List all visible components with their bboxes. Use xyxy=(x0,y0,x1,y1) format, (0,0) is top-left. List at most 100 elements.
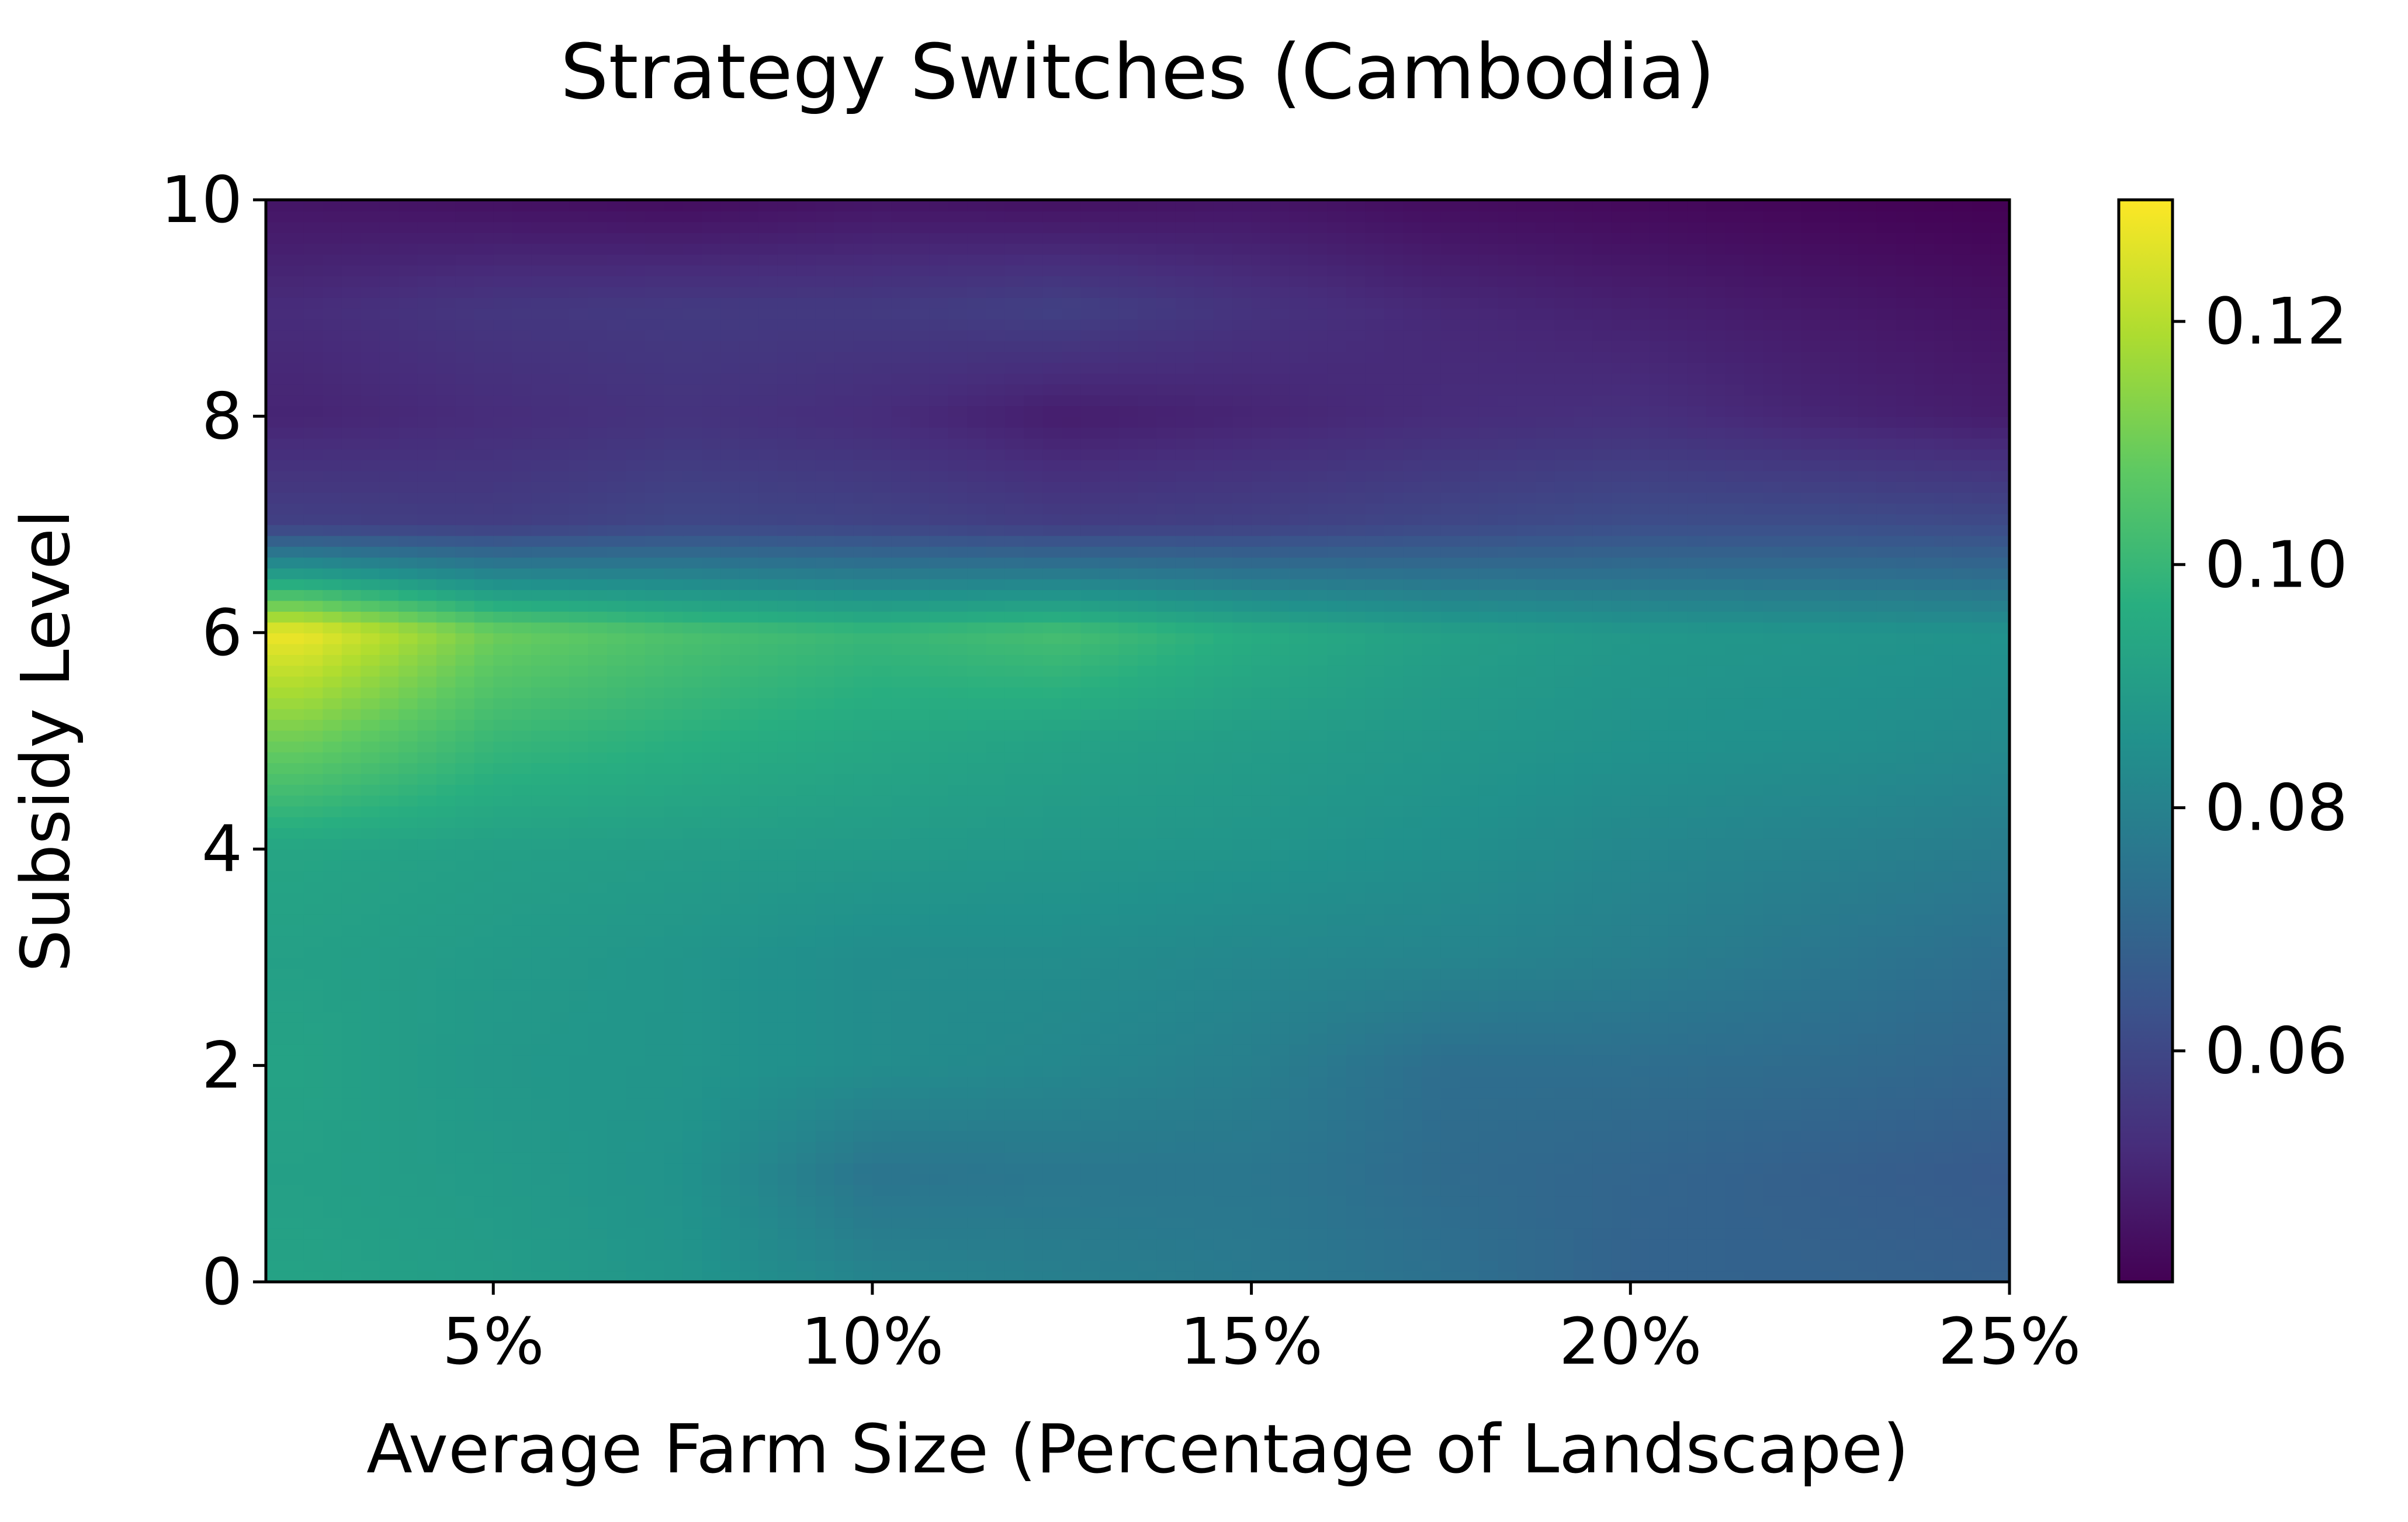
heatmap-cell xyxy=(550,697,570,709)
heatmap-cell xyxy=(986,1022,1006,1034)
heatmap-cell xyxy=(1100,1098,1120,1110)
heatmap-cell xyxy=(815,827,836,839)
heatmap-cell xyxy=(986,762,1006,774)
heatmap-cell xyxy=(1896,1249,1916,1261)
heatmap-cell xyxy=(417,1271,438,1282)
heatmap-cell xyxy=(1611,1055,1631,1066)
heatmap-cell xyxy=(1839,795,1859,807)
heatmap-cell xyxy=(910,1055,930,1066)
heatmap-cell xyxy=(1839,892,1859,904)
heatmap-cell xyxy=(1024,859,1044,872)
heatmap-cell xyxy=(1744,806,1764,817)
heatmap-cell xyxy=(455,762,475,774)
heatmap-cell xyxy=(550,687,570,699)
heatmap-cell xyxy=(664,871,684,882)
heatmap-cell xyxy=(417,1130,438,1142)
heatmap-cell xyxy=(1024,1195,1044,1207)
heatmap-cell xyxy=(607,719,627,731)
heatmap-cell xyxy=(1668,989,1688,1001)
heatmap-cell xyxy=(1346,1119,1366,1131)
heatmap-cell xyxy=(872,816,892,828)
heatmap-cell xyxy=(266,1022,286,1034)
heatmap-cell xyxy=(1213,816,1234,828)
heatmap-cell xyxy=(1536,1000,1555,1013)
heatmap-cell xyxy=(777,892,798,904)
heatmap-cell xyxy=(986,1033,1006,1045)
heatmap-cell xyxy=(266,741,286,753)
heatmap-cell xyxy=(910,708,930,720)
heatmap-cell xyxy=(645,762,665,774)
heatmap-cell xyxy=(1118,892,1139,904)
heatmap-cell xyxy=(872,892,892,904)
heatmap-cell xyxy=(1024,935,1044,948)
heatmap-cell xyxy=(1213,1043,1234,1056)
heatmap-cell xyxy=(872,935,892,948)
heatmap-cell xyxy=(796,881,816,893)
heatmap-cell xyxy=(285,903,305,915)
heatmap-cell xyxy=(1706,1055,1726,1066)
heatmap-cell xyxy=(1384,892,1404,904)
heatmap-cell xyxy=(758,946,778,958)
heatmap-cell xyxy=(910,838,930,850)
heatmap-cell xyxy=(796,957,816,969)
heatmap-cell xyxy=(1934,849,1953,861)
heatmap-cell xyxy=(1554,697,1575,709)
heatmap-cell xyxy=(1004,762,1025,774)
heatmap-cell xyxy=(910,881,930,893)
heatmap-cell xyxy=(891,784,911,796)
heatmap-cell xyxy=(1516,1130,1537,1142)
heatmap-cell xyxy=(1175,1119,1196,1131)
heatmap-cell xyxy=(967,1238,987,1250)
heatmap-cell xyxy=(361,1184,380,1197)
heatmap-cell xyxy=(1536,1216,1555,1229)
heatmap-cell xyxy=(1478,1108,1499,1121)
heatmap-cell xyxy=(910,924,930,937)
heatmap-cell xyxy=(1839,957,1859,969)
heatmap-cell xyxy=(664,762,684,774)
heatmap-cell xyxy=(1403,1195,1423,1207)
heatmap-cell xyxy=(1422,957,1442,969)
heatmap-cell xyxy=(1611,1271,1631,1282)
heatmap-cell xyxy=(910,1108,930,1121)
heatmap-cell xyxy=(777,827,798,839)
heatmap-cell xyxy=(1744,1163,1764,1174)
heatmap-cell xyxy=(682,946,703,958)
heatmap-cell xyxy=(1175,1022,1196,1034)
heatmap-cell xyxy=(531,1108,551,1121)
heatmap-cell xyxy=(512,1152,532,1164)
heatmap-cell xyxy=(1422,762,1442,774)
heatmap-cell xyxy=(1289,806,1309,817)
heatmap-cell xyxy=(379,719,400,731)
heatmap-cell xyxy=(1232,946,1252,958)
heatmap-cell xyxy=(303,1065,324,1077)
heatmap-cell xyxy=(872,914,892,926)
heatmap-cell xyxy=(1384,1011,1404,1023)
heatmap-cell xyxy=(474,903,494,915)
heatmap-cell xyxy=(1080,1033,1101,1045)
heatmap-cell xyxy=(1232,989,1252,1001)
heatmap-cell xyxy=(1592,1260,1613,1272)
heatmap-cell xyxy=(1972,924,1991,937)
heatmap-cell xyxy=(1706,1011,1726,1023)
heatmap-cell xyxy=(588,924,608,937)
heatmap-cell xyxy=(1972,719,1991,731)
heatmap-cell xyxy=(474,979,494,991)
heatmap-cell xyxy=(1858,1173,1878,1185)
heatmap-cell xyxy=(1232,1043,1252,1056)
heatmap-cell xyxy=(948,784,968,796)
heatmap-cell xyxy=(948,1206,968,1218)
heatmap-cell xyxy=(1270,1141,1290,1153)
heatmap-cell xyxy=(512,838,532,850)
heatmap-cell xyxy=(1725,1152,1745,1164)
heatmap-cell xyxy=(1763,1098,1783,1110)
heatmap-cell xyxy=(569,816,589,828)
heatmap-cell xyxy=(929,935,949,948)
heatmap-cell xyxy=(1004,773,1025,785)
heatmap-cell xyxy=(834,957,854,969)
heatmap-cell xyxy=(1498,1130,1517,1142)
heatmap-cell xyxy=(1346,1076,1366,1088)
heatmap-cell xyxy=(1118,1173,1139,1185)
heatmap-cell xyxy=(474,1065,494,1077)
heatmap-cell xyxy=(531,795,551,807)
heatmap-cell xyxy=(1138,1228,1158,1240)
